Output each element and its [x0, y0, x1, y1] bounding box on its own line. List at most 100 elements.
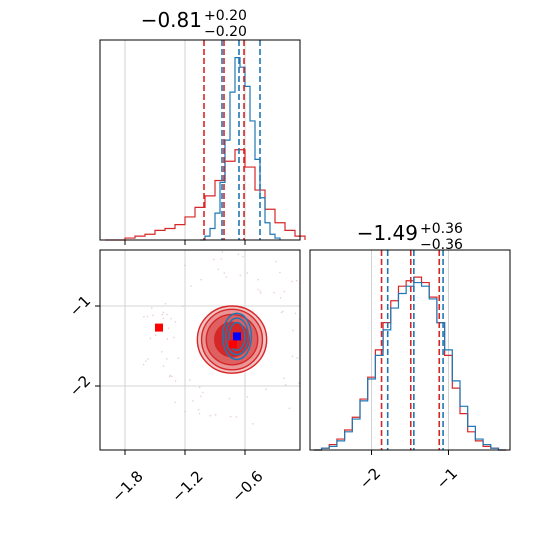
joint-sample-point [213, 258, 215, 261]
joint-sample-point [223, 272, 226, 274]
joint-x-tick-label-0: −1.8 [108, 467, 146, 505]
joint-sample-point [202, 391, 204, 394]
joint-sample-point [265, 388, 267, 391]
blue-contour-0 [228, 321, 246, 352]
joint-sample-point [279, 297, 282, 299]
joint-x-tick-label-1: −1.2 [168, 467, 206, 505]
joint-sample-point [167, 327, 170, 329]
joint-sample-point [170, 317, 172, 320]
marginal-histogram-x [99, 39, 306, 245]
right-tick-label-1: −1 [433, 464, 461, 492]
joint-contour-panel: −1.8 −1.2 −0.6 −1 −2 [66, 249, 301, 506]
joint-sample-point [214, 414, 217, 416]
joint-sample-point [146, 315, 149, 318]
joint-sample-point [166, 313, 168, 316]
joint-sample-point [284, 384, 287, 386]
joint-sample-point [259, 292, 262, 294]
joint-sample-point [184, 264, 186, 267]
joint-sample-point [181, 305, 184, 308]
joint-sample-point [177, 357, 180, 359]
joint-sample-point [174, 321, 177, 323]
joint-sample-point [246, 272, 249, 274]
joint-sample-point [162, 311, 165, 314]
blue-contour-1 [224, 317, 250, 356]
title-x-lower: −0.20 [204, 24, 247, 40]
joint-sample-point [189, 379, 191, 381]
joint-sample-point [173, 336, 175, 339]
marker-1 [229, 340, 237, 349]
joint-sample-point [198, 386, 201, 389]
joint-sample-point [200, 278, 202, 281]
joint-sample-point [291, 355, 294, 358]
joint-frame [99, 249, 301, 451]
joint-sample-point [160, 350, 163, 353]
joint-sample-point [174, 401, 176, 404]
joint-sample-point [217, 268, 220, 271]
joint-sample-point [294, 312, 297, 315]
joint-sample-point [190, 285, 192, 287]
joint-sample-point [291, 280, 293, 283]
joint-sample-point [229, 415, 232, 418]
joint-sample-point [288, 407, 291, 410]
joint-sample-point [199, 395, 202, 398]
joint-sample-point [149, 337, 152, 340]
joint-sample-point [257, 288, 259, 291]
joint-sample-point [162, 365, 165, 367]
joint-sample-point [166, 358, 168, 360]
joint-sample-point [152, 314, 154, 317]
joint-sample-point [142, 363, 145, 366]
joint-sample-point [197, 408, 200, 411]
joint-sample-point [235, 416, 238, 418]
joint-sample-point [280, 311, 283, 314]
right-tick-label-0: −2 [356, 464, 384, 492]
joint-sample-point [273, 291, 275, 294]
joint-sample-point [166, 338, 169, 340]
title-y-lower: −0.36 [420, 237, 463, 253]
title-x-upper: +0.20 [204, 8, 247, 24]
marginal-histogram-y: −2 −1 [309, 249, 511, 493]
blue-contour-2 [221, 312, 253, 361]
joint-y-tick-label-1: −2 [66, 372, 94, 400]
joint-sample-point [282, 310, 284, 313]
joint-y-tick-label-0: −1 [66, 292, 94, 320]
joint-sample-point [174, 380, 177, 382]
joint-sample-point [154, 334, 157, 336]
joint-x-tick-label-2: −0.6 [228, 467, 266, 505]
joint-sample-point [162, 317, 165, 320]
joint-sample-point [228, 397, 231, 400]
marker-0 [155, 323, 163, 332]
title-y-value: −1.49 [357, 221, 418, 245]
joint-sample-point [296, 357, 299, 359]
joint-sample-point [221, 251, 224, 253]
top-hist-series-0 [105, 149, 306, 241]
joint-sample-point [198, 412, 201, 415]
joint-sample-point [209, 414, 212, 417]
joint-sample-point [279, 271, 281, 274]
joint-sample-point [168, 375, 171, 378]
joint-sample-point [246, 396, 249, 398]
joint-sample-point [225, 276, 228, 278]
joint-sample-point [147, 358, 149, 360]
joint-sample-point [283, 290, 286, 293]
joint-sample-point [164, 302, 167, 305]
marker-2 [233, 332, 241, 341]
joint-sample-point [242, 255, 244, 258]
top-frame [99, 39, 301, 241]
joint-sample-point [275, 260, 277, 263]
title-x-value: −0.81 [141, 8, 202, 32]
joint-sample-point [257, 278, 259, 281]
joint-sample-point [161, 313, 164, 316]
joint-sample-point [251, 423, 254, 425]
top-hist-series-1 [200, 56, 281, 241]
joint-sample-point [237, 253, 240, 256]
joint-sample-point [283, 377, 286, 380]
joint-sample-point [143, 315, 145, 318]
joint-sample-point [192, 400, 194, 402]
joint-sample-point [239, 274, 242, 277]
right-frame [309, 249, 511, 451]
joint-sample-point [150, 307, 153, 309]
joint-sample-point [184, 410, 186, 413]
joint-sample-point [259, 290, 261, 292]
joint-sample-point [171, 375, 173, 378]
